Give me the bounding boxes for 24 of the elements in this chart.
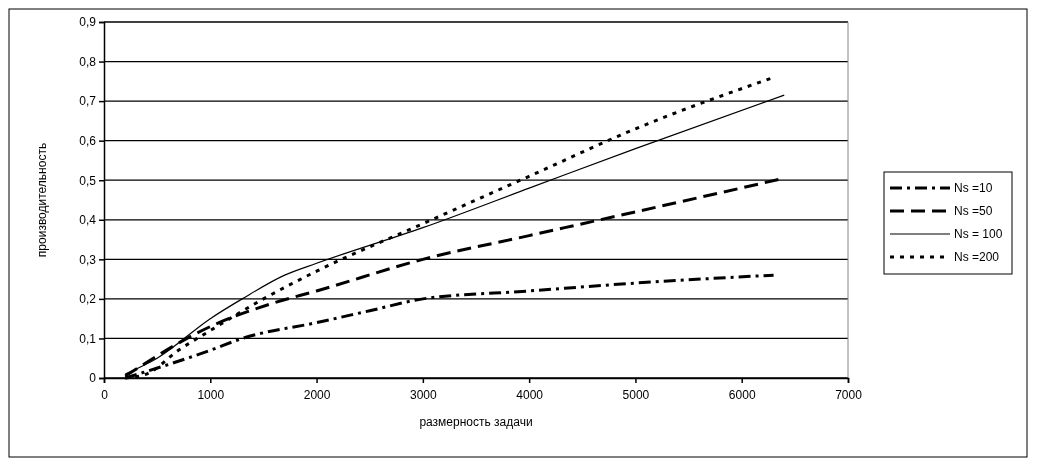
y-tick-label: 0,8 xyxy=(79,54,97,69)
legend-label: Ns =10 xyxy=(954,181,993,195)
y-tick-label: 0,6 xyxy=(79,134,97,149)
x-tick-label: 6000 xyxy=(728,388,756,403)
x-tick-label: 3000 xyxy=(410,388,438,403)
y-tick-label: 0,9 xyxy=(79,15,97,30)
x-tick-label: 5000 xyxy=(622,388,650,403)
legend-label: Ns = 100 xyxy=(954,227,1003,241)
y-tick-label: 0,1 xyxy=(79,331,97,346)
y-tick-label: 0,2 xyxy=(79,292,97,307)
x-tick-label: 1000 xyxy=(197,388,225,403)
y-axis-title: производительность xyxy=(35,142,49,258)
x-tick-label: 2000 xyxy=(303,388,331,403)
y-tick-label: 0,5 xyxy=(79,173,97,188)
legend-label: Ns =50 xyxy=(954,204,993,218)
legend-label: Ns =200 xyxy=(954,250,1000,264)
y-tick-label: 0,4 xyxy=(79,213,97,228)
y-tick-label: 0,7 xyxy=(79,94,97,109)
x-tick-label: 7000 xyxy=(835,388,863,403)
y-tick-label: 0 xyxy=(89,371,97,386)
x-tick-label: 0 xyxy=(101,388,109,403)
x-tick-label: 4000 xyxy=(516,388,544,403)
y-tick-label: 0,3 xyxy=(79,252,97,267)
x-axis-title: размерность задачи xyxy=(419,415,533,429)
